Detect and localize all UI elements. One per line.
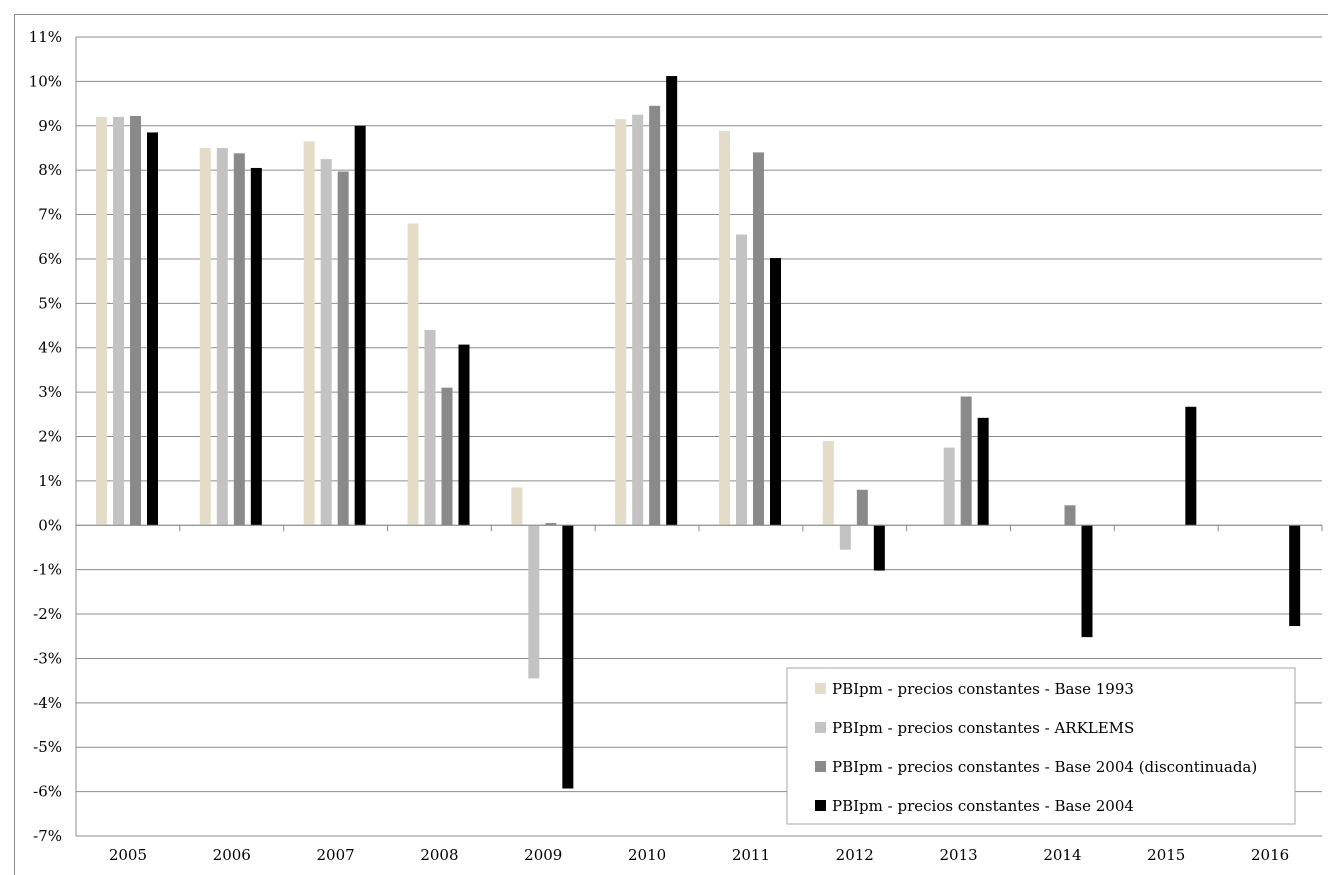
y-tick-labels: 11% 10% 9% 8% 7% 6% 5% 4% 3% 2% 1% 0% -1% -2% -3% -4% -5… (29, 28, 62, 845)
legend-swatch (815, 761, 826, 772)
legend-swatch (815, 683, 826, 694)
x-tick-label: 2005 (109, 846, 147, 864)
bar-series-4 (458, 344, 470, 526)
y-tick-label: 8% (38, 161, 62, 179)
x-tick-label: 2011 (732, 846, 770, 864)
y-tick-label: 0% (38, 516, 62, 534)
bar-series-4 (1081, 525, 1093, 638)
legend-swatch (815, 800, 826, 811)
x-tick-label: 2014 (1043, 846, 1081, 864)
x-tick-label: 2015 (1147, 846, 1185, 864)
bar-series-2 (839, 525, 851, 550)
x-tick-label: 2010 (628, 846, 666, 864)
x-tick-label: 2008 (420, 846, 458, 864)
y-tick-label: -1% (33, 561, 62, 579)
bar-series-1 (303, 141, 315, 526)
bar-series-1 (96, 116, 107, 526)
bar-series-3 (753, 152, 764, 526)
bar-series-2 (113, 116, 124, 526)
bar-series-3 (130, 116, 141, 526)
bar-series-2 (320, 159, 332, 526)
bar-series-2 (216, 147, 228, 526)
y-tick-label: -7% (33, 827, 62, 845)
bar-series-4 (666, 76, 678, 526)
bar-series-1 (407, 223, 419, 526)
chart-frame (14, 14, 1328, 875)
bar-series-3 (233, 153, 245, 526)
y-tick-label: -4% (33, 694, 62, 712)
bar-series-3 (960, 396, 972, 526)
x-tick-label: 2016 (1251, 846, 1289, 864)
y-tick-label: 1% (38, 472, 62, 490)
bar-series-3 (1064, 505, 1076, 526)
y-tick-label: 11% (29, 28, 62, 46)
y-tick-label: 4% (38, 339, 62, 357)
bar-series-4 (1289, 525, 1301, 627)
bar-series-2 (736, 234, 747, 526)
x-tick-label: 2007 (316, 846, 354, 864)
bar-series-4 (562, 525, 574, 789)
x-tick-label: 2012 (836, 846, 874, 864)
bar-series-1 (615, 119, 627, 526)
bar-series-4 (977, 417, 989, 526)
y-tick-label: 2% (38, 428, 62, 446)
y-tick-label: 10% (29, 72, 62, 90)
bar-series-1 (822, 440, 834, 526)
bar-series-4 (1185, 406, 1197, 526)
x-tick-label: 2006 (213, 846, 251, 864)
bar-series-3 (856, 489, 868, 526)
x-tick-label: 2009 (524, 846, 562, 864)
bars (96, 76, 1301, 789)
y-tick-label: -5% (33, 738, 62, 756)
bar-series-4 (147, 132, 158, 526)
x-tick-labels: 2005 2006 2007 2008 2009 2010 2011 2012 2013 2014… (109, 846, 1289, 864)
bar-series-1 (719, 131, 730, 526)
y-tick-label: 3% (38, 383, 62, 401)
legend-label: PBIpm - precios constantes - Base 2004 (… (832, 758, 1257, 776)
bar-series-3 (545, 523, 557, 526)
x-tick-label: 2013 (939, 846, 977, 864)
bar-series-4 (770, 258, 781, 526)
y-tick-label: 7% (38, 206, 62, 224)
legend-swatch (815, 722, 826, 733)
y-tick-label: 9% (38, 117, 62, 135)
axes (75, 37, 1323, 836)
bar-series-4 (250, 167, 262, 526)
bar-series-2 (424, 329, 436, 526)
bar-series-3 (649, 105, 661, 526)
bar-series-4 (354, 125, 366, 526)
y-tick-label: -6% (33, 783, 62, 801)
bar-series-2 (632, 114, 644, 526)
bar-series-2 (943, 447, 955, 526)
bar-series-4 (873, 525, 885, 571)
y-tick-label: -2% (33, 605, 62, 623)
y-tick-label: 6% (38, 250, 62, 268)
y-tick-label: 5% (38, 294, 62, 312)
bar-series-3 (441, 387, 453, 526)
legend-label: PBIpm - precios constantes - Base 2004 (832, 797, 1134, 815)
bar-series-2 (528, 525, 540, 679)
bar-series-1 (511, 487, 523, 526)
legend-label: PBIpm - precios constantes - ARKLEMS (832, 719, 1134, 737)
bar-series-1 (199, 147, 211, 526)
bar-series-3 (337, 171, 349, 526)
legend-box (786, 667, 1296, 825)
legend: PBIpm - precios constantes - Base 1993 PB… (786, 667, 1296, 825)
legend-label: PBIpm - precios constantes - Base 1993 (832, 680, 1134, 698)
y-tick-label: -3% (33, 649, 62, 667)
